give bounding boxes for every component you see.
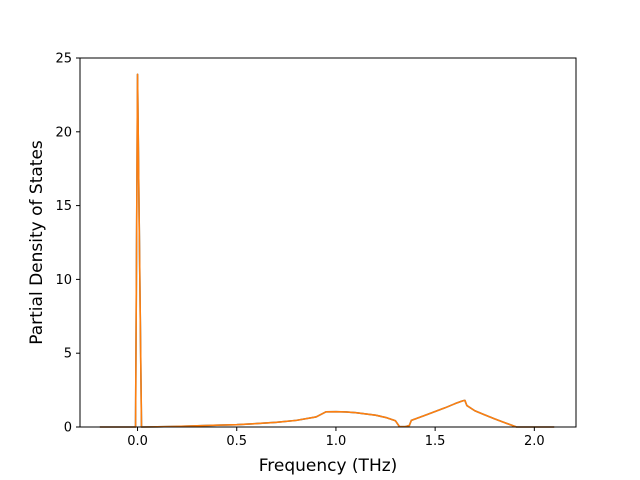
y-tick-label: 15: [55, 199, 72, 214]
y-tick-label: 25: [55, 52, 72, 67]
x-axis-label: Frequency (THz): [259, 456, 398, 476]
y-axis-ticks: 0 5 10 15 20 25: [55, 52, 80, 436]
plot-frame: [79, 57, 577, 428]
x-tick-label: 0.0: [127, 434, 148, 449]
series-line-1: [99, 73, 555, 428]
y-tick-label: 0: [64, 421, 72, 436]
series-layer: [99, 73, 555, 428]
y-tick-label: 20: [55, 125, 72, 140]
y-tick-label: 10: [55, 273, 72, 288]
y-tick-label: 5: [64, 347, 72, 362]
x-tick-label: 1.0: [326, 434, 347, 449]
series-line-2: [99, 73, 555, 428]
x-axis-ticks: 0.0 0.5 1.0 1.5 2.0: [127, 427, 545, 449]
x-tick-label: 1.5: [425, 434, 446, 449]
x-tick-label: 2.0: [524, 434, 545, 449]
x-tick-label: 0.5: [226, 434, 247, 449]
y-axis-label: Partial Density of States: [27, 140, 47, 345]
